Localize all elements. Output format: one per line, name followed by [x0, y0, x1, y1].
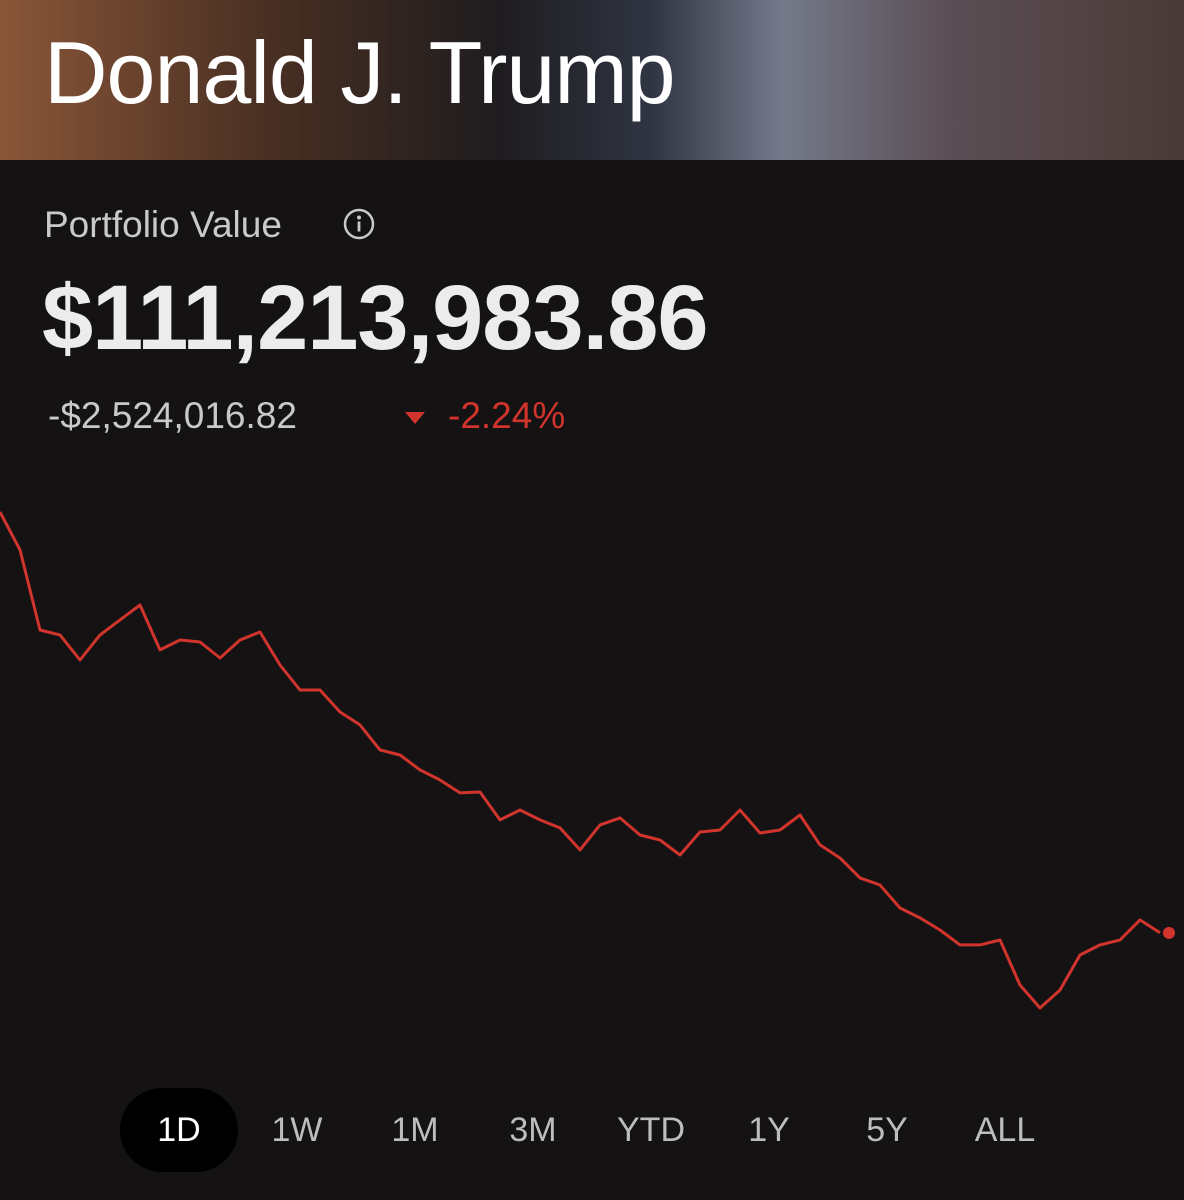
range-button[interactable]: 1D — [120, 1088, 238, 1172]
range-button[interactable]: ALL — [974, 1111, 1036, 1149]
change-amount: -$2,524,016.82 — [48, 395, 297, 436]
range-selector: 1D 1W 1M 3M YTD 1Y 5Y ALL — [120, 1088, 1064, 1172]
range-button[interactable]: 5Y — [866, 1111, 908, 1149]
range-button[interactable]: 1M — [391, 1111, 439, 1149]
end-dot — [1163, 926, 1175, 939]
portfolio-label: Portfolio Value — [44, 204, 282, 245]
portfolio-value: $111,213,983.86 — [42, 267, 709, 369]
range-button[interactable]: 1Y — [748, 1111, 790, 1149]
range-button[interactable]: 1W — [271, 1111, 323, 1149]
info-icon[interactable] — [343, 208, 375, 240]
range-button[interactable]: YTD — [617, 1111, 685, 1149]
price-line — [0, 511, 1161, 1010]
down-arrow — [405, 412, 425, 424]
header: Donald J. Trump — [0, 0, 1184, 160]
change-percent: -2.24% — [448, 395, 566, 436]
range-button[interactable]: 3M — [509, 1111, 557, 1149]
title: Donald J. Trump — [44, 23, 676, 122]
